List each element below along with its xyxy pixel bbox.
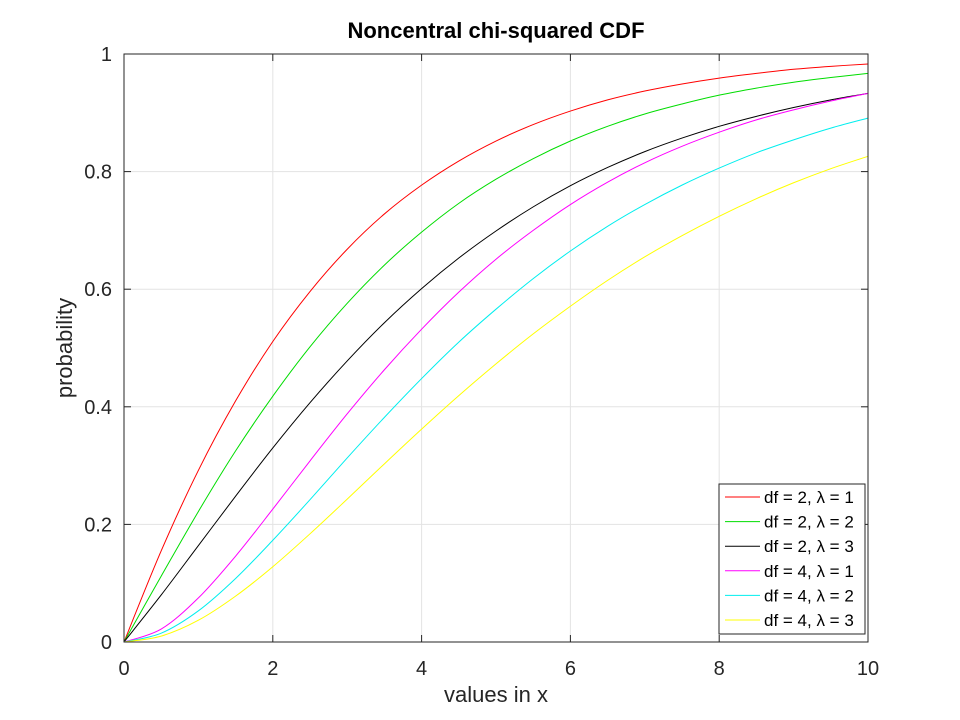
x-tick-label: 0 xyxy=(118,658,129,680)
y-tick-label: 0 xyxy=(101,632,112,654)
legend-entry: df = 2, λ = 3 xyxy=(764,537,854,556)
series-line-5 xyxy=(123,117,869,643)
axis-ticks: 0 2 4 6 8 10 0 0.2 0.4 0.6 0.8 1 xyxy=(84,44,879,680)
legend: df = 2, λ = 1 df = 2, λ = 2 df = 2, λ = 3 d… xyxy=(718,483,866,635)
y-axis-label: probability xyxy=(52,298,77,398)
series-line-6 xyxy=(123,155,869,643)
chart-title: Noncentral chi-squared CDF xyxy=(347,18,644,43)
x-tick-label: 8 xyxy=(714,658,725,680)
x-tick-label: 6 xyxy=(565,658,576,680)
series-line-1 xyxy=(123,63,869,643)
series-line-2 xyxy=(123,72,869,643)
legend-entry: df = 4, λ = 3 xyxy=(764,611,854,630)
y-tick-label: 1 xyxy=(101,44,112,66)
y-tick-label: 0.8 xyxy=(84,162,112,184)
x-tick-label: 4 xyxy=(416,658,427,680)
x-tick-label: 2 xyxy=(267,658,278,680)
series-line-3 xyxy=(123,92,869,643)
legend-entry: df = 2, λ = 1 xyxy=(764,488,854,507)
x-axis-label: values in x xyxy=(444,682,548,707)
legend-entry: df = 4, λ = 2 xyxy=(764,586,854,605)
y-tick-label: 0.6 xyxy=(84,279,112,301)
plot-frame xyxy=(123,53,869,643)
legend-entry: df = 2, λ = 2 xyxy=(764,513,854,532)
series-line-4 xyxy=(123,92,869,643)
legend-box xyxy=(718,483,866,635)
x-tick-label: 10 xyxy=(857,658,879,680)
series-lines xyxy=(123,63,869,643)
y-tick-label: 0.2 xyxy=(84,514,112,536)
legend-entry: df = 4, λ = 1 xyxy=(764,562,854,581)
y-tick-label: 0.4 xyxy=(84,397,112,419)
